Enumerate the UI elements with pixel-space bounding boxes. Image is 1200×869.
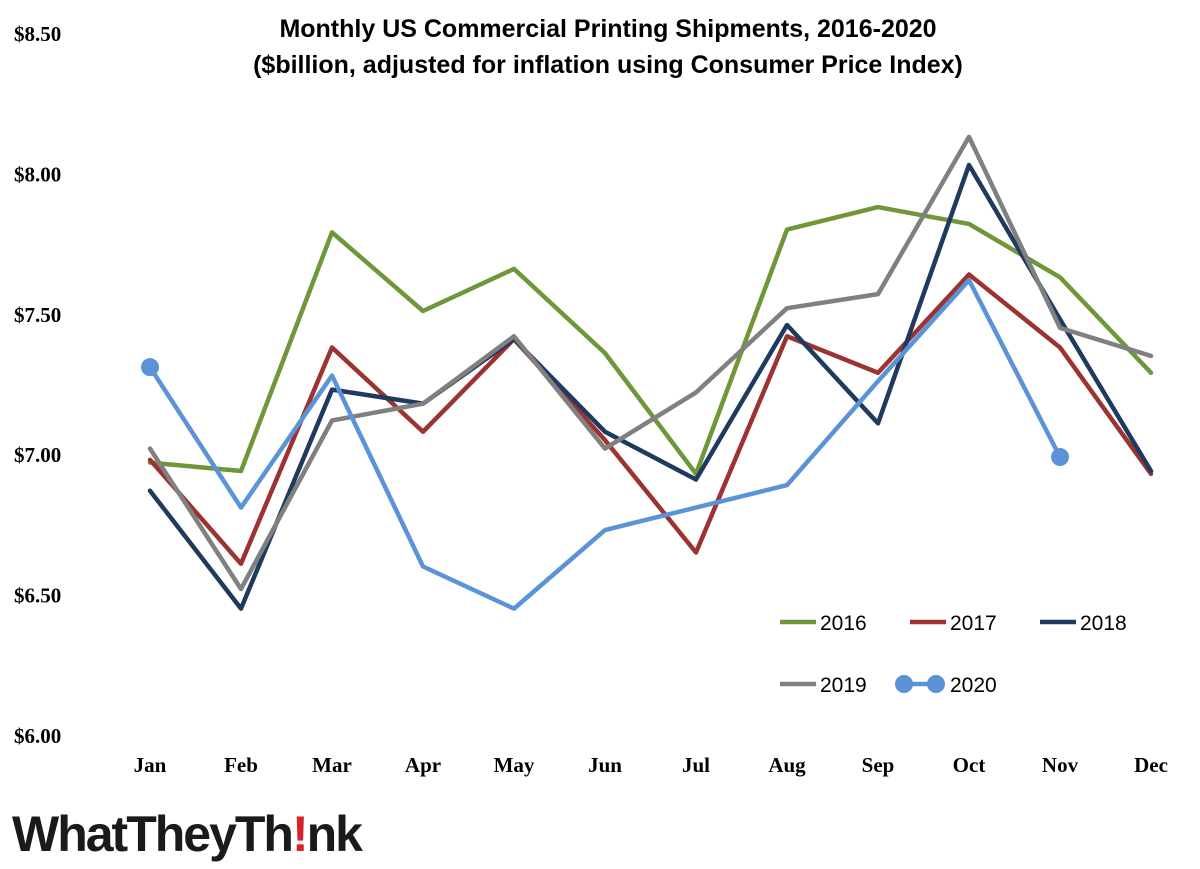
y-tick-label: $8.00 — [14, 162, 61, 186]
series-line-2016 — [147, 204, 1154, 477]
y-tick-label: $7.50 — [14, 303, 61, 327]
logo-text-2: nk — [306, 806, 363, 862]
series-line-2019 — [147, 134, 1154, 592]
legend-label-2017: 2017 — [950, 612, 997, 635]
chart-title: Monthly US Commercial Printing Shipments… — [279, 15, 936, 43]
legend-label-2016: 2016 — [820, 612, 867, 635]
series-line-2018 — [147, 162, 1154, 611]
y-tick-label: $7.00 — [14, 443, 61, 467]
logo-exclamation: ! — [291, 806, 309, 862]
legend-label-2019: 2019 — [820, 674, 867, 697]
x-tick-label: Jul — [682, 753, 710, 777]
x-tick-label: Apr — [405, 753, 441, 777]
chart-subtitle: ($billion, adjusted for inflation using … — [253, 51, 963, 79]
legend: 2016 2017 2018 2019 2020 — [780, 612, 1127, 697]
x-tick-label: Nov — [1042, 753, 1079, 777]
y-tick-label: $6.50 — [14, 584, 61, 608]
legend-marker-2020 — [895, 675, 913, 693]
x-tick-label: Jun — [588, 753, 622, 777]
y-tick-label: $6.00 — [14, 724, 61, 748]
x-tick-label: Feb — [224, 753, 258, 777]
whattheythink-logo: WhatTheyTh!nk — [12, 803, 363, 865]
x-tick-label: Dec — [1134, 753, 1168, 777]
y-tick-label: $8.50 — [14, 22, 61, 46]
series-point-2020 — [141, 358, 159, 377]
series-group — [141, 134, 1154, 611]
legend-marker-2020 — [927, 675, 945, 693]
y-axis: $6.00 $6.50 $7.00 $7.50 $8.00 $8.50 — [14, 22, 61, 748]
series-point-2020 — [1051, 448, 1069, 467]
legend-label-2018: 2018 — [1080, 612, 1127, 635]
x-tick-label: Aug — [768, 753, 806, 777]
series-line-2020 — [147, 277, 1063, 611]
x-tick-label: Sep — [862, 753, 895, 777]
logo-text-1: WhatTheyTh — [12, 806, 294, 862]
x-tick-label: Mar — [312, 753, 352, 777]
legend-label-2020: 2020 — [950, 674, 997, 697]
x-tick-label: Jan — [134, 753, 167, 777]
x-tick-label: Oct — [953, 753, 986, 777]
x-axis: Jan Feb Mar Apr May Jun Jul Aug Sep Oct Nov Dec — [134, 753, 1168, 777]
series-line-2017 — [147, 272, 1154, 566]
x-tick-label: May — [494, 753, 535, 777]
